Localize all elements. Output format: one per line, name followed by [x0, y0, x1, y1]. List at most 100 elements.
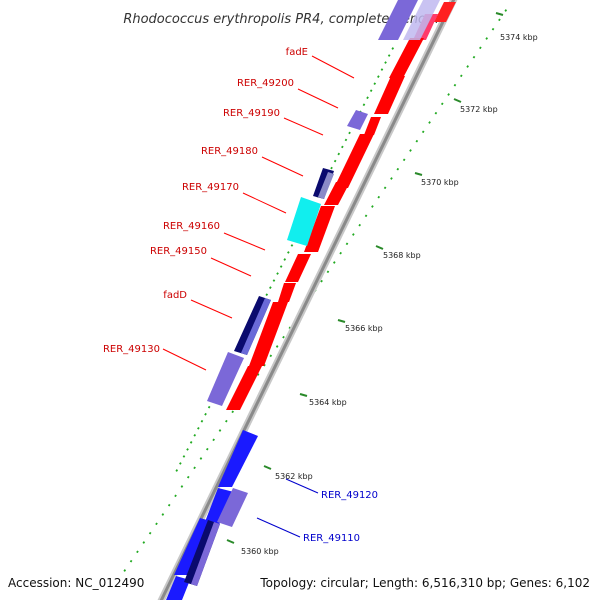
tick-dot [491, 27, 495, 31]
tick-dot [377, 75, 380, 78]
tick-dot [366, 96, 369, 100]
tick-dot [380, 68, 384, 71]
feature-block[interactable] [191, 522, 220, 586]
gene-label-rer-49130[interactable]: RER_49130 [103, 344, 160, 355]
tick-dot [207, 405, 211, 409]
gene-arrow[interactable] [364, 117, 381, 135]
tick-dot [377, 195, 381, 199]
tick-dot [161, 513, 165, 516]
tick-label: 5364 kbp [309, 398, 347, 407]
other-features [184, 0, 440, 586]
backbone [157, 0, 458, 600]
gene-label-rer-49110[interactable]: RER_49110 [303, 533, 360, 544]
feature-block[interactable] [318, 172, 334, 199]
tick-dot [459, 74, 463, 78]
tick-dot [387, 54, 391, 57]
tick-dot [212, 438, 215, 442]
tick-dot [373, 82, 377, 85]
tick-dot [434, 111, 438, 115]
gene-arrow[interactable] [389, 38, 424, 78]
gene-arrow[interactable] [278, 283, 296, 302]
tick-dot [193, 466, 196, 470]
map-title: Rhodococcus erythropolis PR4, complete g… [123, 12, 446, 27]
gene-arrow[interactable] [434, 2, 456, 22]
tick-dot [136, 550, 139, 554]
gene-arrow[interactable] [226, 366, 262, 410]
tick-dot [326, 270, 330, 274]
tick-dot [358, 223, 362, 227]
gene-label-fadd[interactable]: fadD [163, 290, 187, 301]
gene-arrow[interactable] [285, 254, 311, 282]
gene-label-rer-49170[interactable]: RER_49170 [182, 182, 239, 193]
feature-block[interactable] [217, 488, 248, 527]
tick-dot [199, 457, 203, 460]
tick-dot [421, 130, 425, 134]
feature-block[interactable] [241, 298, 271, 355]
feature-block[interactable] [378, 0, 418, 40]
gene-label-rer-49160[interactable]: RER_49160 [163, 221, 220, 232]
tick-dot [182, 455, 186, 458]
gene-label-rer-49120[interactable]: RER_49120 [321, 490, 378, 501]
tick-dot [472, 55, 476, 59]
gene-label-fade[interactable]: fadE [286, 47, 308, 58]
forward-strand-genes [166, 430, 258, 600]
gene-arrow[interactable] [218, 430, 258, 487]
tick-dot [333, 159, 337, 163]
gene-label-rer-49180[interactable]: RER_49180 [201, 146, 258, 157]
tick-dot [186, 475, 190, 479]
major-ticks [226, 12, 504, 544]
tick-dot [200, 419, 204, 423]
tick-dot [279, 265, 283, 268]
tick-label: 5362 kbp [275, 472, 313, 481]
tick-dot [415, 139, 419, 143]
tick-label: 5374 kbp [500, 33, 538, 42]
tick-dot [193, 434, 197, 437]
tick-label: 5360 kbp [241, 547, 279, 556]
tick-dot [269, 354, 273, 358]
gene-label-rer-49150[interactable]: RER_49150 [150, 246, 207, 257]
gene-arrow[interactable] [304, 206, 335, 252]
tick-dot [180, 485, 184, 488]
tick-dot [396, 167, 400, 171]
gene-label-rer-49190[interactable]: RER_49190 [223, 108, 280, 119]
tick-dot [337, 152, 341, 156]
tick-label: 5366 kbp [345, 324, 383, 333]
gene-label-rer-49200[interactable]: RER_49200 [237, 78, 294, 89]
tick-dot [186, 448, 189, 451]
gene-arrow[interactable] [249, 302, 288, 366]
tick-dot [330, 166, 333, 170]
tick-dot [142, 541, 146, 544]
feature-block[interactable] [403, 0, 440, 40]
tick-dot [155, 522, 158, 526]
gene-arrow[interactable] [374, 76, 405, 114]
tick-dot [352, 233, 355, 236]
feature-block[interactable] [207, 352, 244, 406]
tick-dot [440, 102, 444, 106]
tick-dot [384, 61, 387, 64]
tick-dot [175, 469, 179, 472]
tick-dot [320, 279, 323, 283]
gene-arrow[interactable] [334, 134, 374, 188]
tick-label: 5372 kbp [460, 105, 498, 114]
tick-dot [272, 279, 276, 282]
tick-dot [391, 47, 395, 50]
tick-dot [218, 429, 222, 432]
tick-dot [409, 149, 412, 152]
tick-dot [364, 214, 368, 218]
tick-dot [174, 494, 177, 498]
gene-arrow[interactable] [324, 182, 350, 205]
leader-lines [162, 55, 355, 538]
tick-dot [339, 251, 342, 255]
tick-dot [466, 65, 469, 68]
tick-dot [498, 18, 501, 22]
tick-dot [179, 462, 182, 465]
tick-dot [290, 244, 294, 247]
tick-dot [129, 559, 133, 563]
feature-block[interactable] [287, 197, 321, 246]
gene-labels: fadE RER_49200 RER_49190 RER_49180 RER_4… [103, 47, 378, 544]
feature-block[interactable] [347, 110, 368, 130]
tick-dot [231, 410, 235, 414]
tick-labels: 5374 kbp 5372 kbp 5370 kbp 5368 kbp 5366… [241, 33, 538, 556]
